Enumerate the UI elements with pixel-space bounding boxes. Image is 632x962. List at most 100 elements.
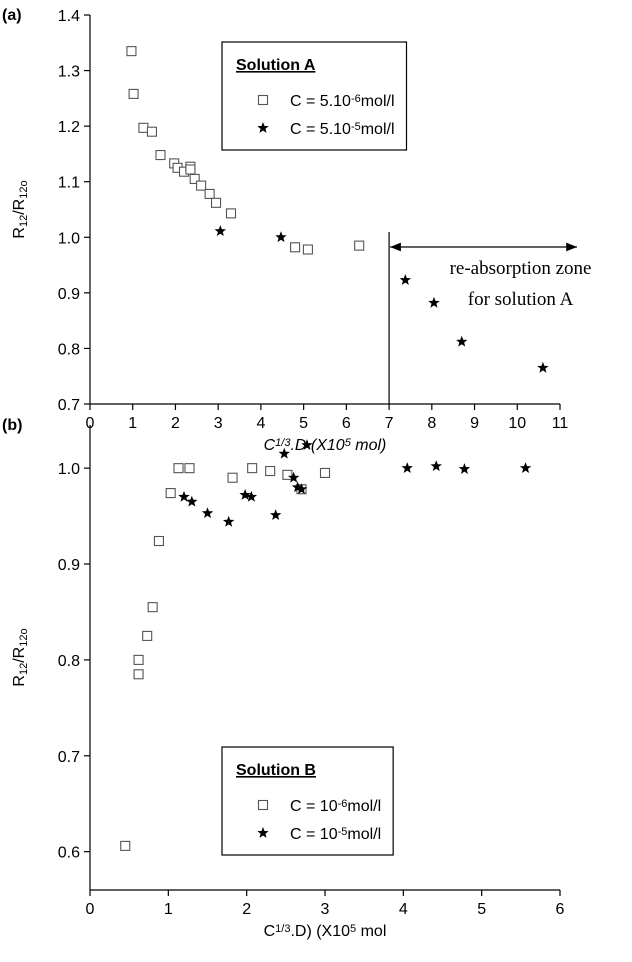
annotation-text: re-absorption zone xyxy=(450,258,592,279)
x-tick-label: 3 xyxy=(321,901,330,918)
legend-label: C = 5.10-6mol/l xyxy=(290,93,395,110)
star-point xyxy=(222,515,235,527)
y-tick-label: 0.9 xyxy=(58,557,80,574)
text-part: C = 10 xyxy=(290,798,338,815)
y-tick-label: 0.8 xyxy=(58,341,80,358)
x-tick-label: 9 xyxy=(470,415,479,432)
text-part: C = 10 xyxy=(290,826,338,843)
legend-label: C = 10-5mol/l xyxy=(290,826,381,843)
text-part: R xyxy=(11,227,28,239)
star-point xyxy=(186,495,198,507)
x-tick-label: 3 xyxy=(214,415,223,432)
x-tick-label: 0 xyxy=(86,901,95,918)
text-part: -5 xyxy=(351,121,361,133)
x-tick-label: 2 xyxy=(171,415,180,432)
square-point xyxy=(319,467,331,478)
square-point xyxy=(155,149,166,161)
x-tick-label: 5 xyxy=(477,901,486,918)
text-part: C xyxy=(264,437,276,454)
y-tick-label: 0.9 xyxy=(58,286,80,303)
y-tick-label: 1.4 xyxy=(58,8,80,25)
y-tick-label: 1.1 xyxy=(58,175,80,192)
y-tick-label: 1.2 xyxy=(58,119,80,136)
text-part: /R xyxy=(11,647,28,663)
star-point xyxy=(428,296,440,308)
star-point xyxy=(401,462,413,473)
text-part: 12 xyxy=(18,215,30,227)
legend-marker xyxy=(257,122,269,133)
square-point xyxy=(173,463,184,474)
annotation-text: for solution A xyxy=(468,289,574,310)
square-point xyxy=(247,463,258,474)
y-tick-label: 0.8 xyxy=(58,653,80,670)
square-point xyxy=(302,244,313,255)
square-point xyxy=(133,654,144,665)
text-part: .D (X10 xyxy=(290,437,344,454)
text-part: -6 xyxy=(351,93,361,105)
text-part: 5 xyxy=(345,437,352,449)
square-point xyxy=(133,669,144,680)
star-point xyxy=(301,439,313,450)
star-point xyxy=(178,490,190,502)
text-part: -6 xyxy=(338,798,348,810)
x-axis-label: C1/3.D (X105 mol) xyxy=(264,437,387,454)
text-part: -5 xyxy=(338,826,348,838)
text-part: 1/3 xyxy=(275,437,291,449)
square-point xyxy=(142,630,153,641)
x-tick-label: 11 xyxy=(552,415,569,432)
y-tick-label: 1.0 xyxy=(58,230,80,247)
legend-label: C = 10-6mol/l xyxy=(290,798,381,815)
x-tick-label: 6 xyxy=(556,901,565,918)
star-point xyxy=(239,488,251,500)
y-tick-label: 0.6 xyxy=(58,845,80,862)
square-point xyxy=(189,173,200,184)
text-part: mol/l xyxy=(347,798,381,815)
y-tick-label: 1.3 xyxy=(58,64,80,81)
text-part: /R xyxy=(11,199,28,215)
text-part: C = 5.10 xyxy=(290,121,351,138)
x-axis-label: C1/3.D) (X105 mol xyxy=(264,923,387,940)
star-point xyxy=(269,509,282,520)
text-part: 12o xyxy=(18,180,30,198)
square-point xyxy=(147,602,158,613)
x-tick-label: 4 xyxy=(256,415,265,432)
square-point xyxy=(128,88,139,99)
star-point xyxy=(291,481,304,493)
square-point xyxy=(196,180,207,191)
text-part: mol/l xyxy=(361,121,395,138)
y-axis-label: R12/R12o xyxy=(11,180,30,238)
square-point xyxy=(225,208,237,219)
star-point xyxy=(201,507,214,519)
text-part: 5 xyxy=(350,923,356,935)
legend-marker xyxy=(257,827,269,838)
legend-marker xyxy=(257,94,269,106)
square-point xyxy=(165,488,176,499)
star-point xyxy=(456,335,468,347)
square-point xyxy=(120,840,131,851)
legend-marker xyxy=(257,799,269,811)
square-point xyxy=(290,242,301,253)
text-part: C = 5.10 xyxy=(290,93,351,110)
star-point xyxy=(537,361,549,373)
x-tick-label: 5 xyxy=(299,415,308,432)
square-point xyxy=(227,472,238,483)
y-tick-label: 0.7 xyxy=(58,397,80,414)
x-tick-label: 6 xyxy=(342,415,351,432)
star-point xyxy=(275,231,287,243)
star-point xyxy=(430,460,442,472)
text-part: mol) xyxy=(351,437,387,454)
x-tick-label: 10 xyxy=(508,415,526,432)
square-point xyxy=(126,46,137,57)
star-point xyxy=(245,490,258,502)
panel-label: (b) xyxy=(2,417,22,434)
square-point xyxy=(153,535,164,547)
y-axis-label: R12/R12o xyxy=(11,628,30,686)
x-tick-label: 1 xyxy=(128,415,137,432)
x-tick-label: 0 xyxy=(86,415,95,432)
text-part: mol xyxy=(356,923,386,940)
star-point xyxy=(287,471,300,483)
x-tick-label: 2 xyxy=(242,901,251,918)
square-point xyxy=(138,122,149,133)
x-tick-label: 7 xyxy=(385,415,394,432)
